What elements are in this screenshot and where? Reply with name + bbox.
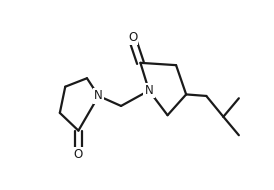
Text: N: N xyxy=(145,84,153,97)
Text: O: O xyxy=(128,31,137,44)
Text: N: N xyxy=(94,89,103,102)
Text: O: O xyxy=(74,148,83,161)
